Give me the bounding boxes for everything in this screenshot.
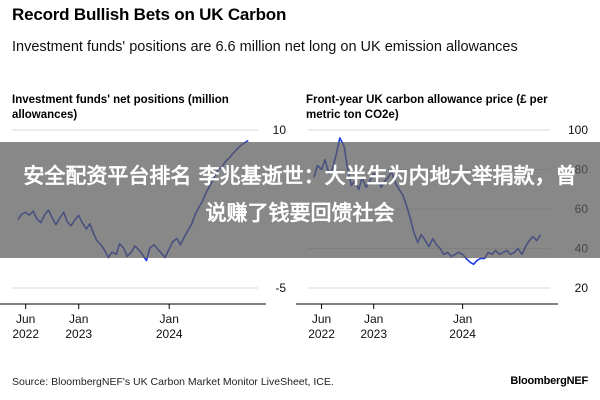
right-chart-title: Front-year UK carbon allowance price (£ … [306,94,548,121]
positions-x-tick-label: 2022 [12,327,39,341]
price-x-tick-label: Jun [312,312,331,326]
price-y-tick-label: 100 [568,123,588,137]
headline-overlay-text: 安全配资平台排名 李兆基逝世：大半生为内地大举捐款，曾说赚了钱要回馈社会 [23,164,577,225]
price-x-tick-label: Jan [453,312,472,326]
positions-y-tick-label: -5 [275,281,286,295]
positions-x-tick-label: Jan [160,312,179,326]
positions-x-tick-label: 2023 [65,327,92,341]
positions-x-tick-label: 2024 [156,327,183,341]
positions-y-tick-label: 10 [273,123,287,137]
positions-x-tick-label: Jan [69,312,88,326]
price-x-tick-label: Jan [364,312,383,326]
price-y-tick-label: 20 [575,281,589,295]
brand-logo: BloombergNEF [510,375,588,387]
price-x-tick-label: 2023 [360,327,387,341]
price-x-tick-label: 2022 [308,327,335,341]
page-subtitle: Investment funds' positions are 6.6 mill… [12,39,518,55]
source-note: Source: BloombergNEF's UK Carbon Market … [12,376,334,388]
price-x-tick-label: 2024 [449,327,476,341]
page-title: Record Bullish Bets on UK Carbon [12,5,287,24]
left-chart-title: Investment funds' net positions (million… [12,94,229,121]
positions-x-tick-label: Jun [16,312,35,326]
headline-overlay-band [0,142,600,258]
